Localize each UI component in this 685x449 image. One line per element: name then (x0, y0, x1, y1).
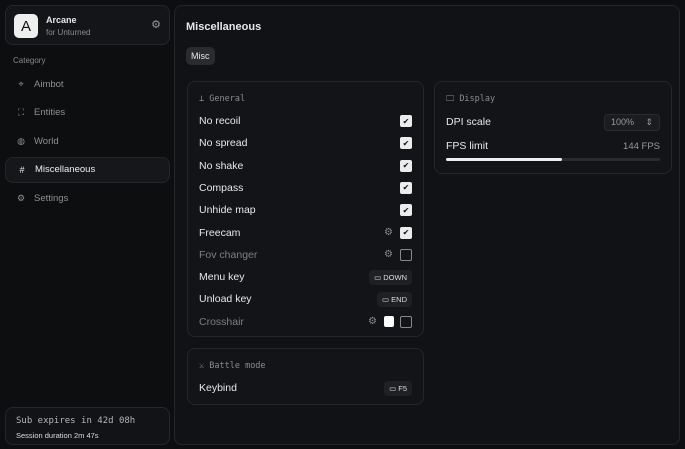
crosshair-row: Crosshair ⚙ (199, 313, 412, 331)
compass-row: Compass ✔ (199, 179, 412, 197)
no-shake-label: No shake (199, 159, 244, 172)
unhide-map-label: Unhide map (199, 204, 256, 217)
compass-checkbox[interactable]: ✔ (400, 181, 412, 194)
brand-card: A Arcane for Unturned ⚙ (5, 5, 170, 45)
sidebar-item-label: Settings (34, 192, 69, 204)
unload-key-button[interactable]: ▭ END (376, 291, 412, 307)
compass-label: Compass (199, 181, 244, 194)
sidebar-item-settings[interactable]: ⚙ Settings (5, 185, 170, 211)
no-recoil-label: No recoil (199, 115, 241, 127)
keybind-row: Keybind ▭ F5 (199, 379, 412, 397)
session-duration: Session duration 2m 47s (16, 431, 99, 440)
no-spread-row: No spread ✔ (199, 134, 412, 152)
chevron-updown-icon: ⇕ (645, 116, 653, 127)
menu-key-label: Menu key (199, 271, 245, 284)
gear-icon[interactable]: ⚙ (384, 249, 393, 261)
general-header: ⊥ General (199, 94, 246, 104)
color-swatch[interactable] (384, 316, 394, 328)
battle-header: ⚔ Battle mode (199, 361, 266, 371)
globe-icon: ◍ (17, 135, 25, 146)
sub-expires: Sub expires in 42d 08h (16, 416, 136, 426)
category-label: Category (13, 56, 46, 65)
display-card: 🖵 Display DPI scale 100% ⇕ FPS limit 144 … (434, 81, 672, 174)
freecam-label: Freecam (199, 226, 241, 239)
app-logo: A (14, 14, 38, 38)
general-icon: ⊥ (199, 94, 210, 104)
keybind-label: Keybind (199, 382, 237, 394)
menu-key-row: Menu key ▭ DOWN (199, 268, 412, 286)
keybind-button[interactable]: ▭ F5 (384, 380, 412, 396)
no-shake-row: No shake ✔ (199, 157, 412, 175)
fov-changer-label: Fov changer (199, 248, 258, 261)
unload-key-label: Unload key (199, 293, 252, 306)
sidebar-item-world[interactable]: ◍ World (5, 128, 170, 154)
sidebar-item-label: Entities (34, 107, 66, 118)
page-title: Miscellaneous (186, 21, 262, 33)
no-recoil-row: No recoil ✔ (199, 112, 412, 130)
unhide-map-checkbox[interactable]: ✔ (400, 204, 412, 217)
tab-misc[interactable]: Misc (186, 47, 215, 65)
no-shake-checkbox[interactable]: ✔ (400, 159, 412, 172)
sidebar-item-label: Miscellaneous (35, 164, 96, 175)
main-panel: Miscellaneous Misc ⊥ General No recoil ✔ N… (174, 5, 680, 445)
sidebar-item-entities[interactable]: ⛶ Entities (5, 100, 170, 126)
sidebar-item-label: Aimbot (34, 78, 64, 90)
app-title: Arcane (46, 15, 77, 25)
no-spread-label: No spread (199, 137, 248, 150)
no-recoil-checkbox[interactable]: ✔ (400, 115, 412, 127)
crosshair-icon: ⌖ (18, 78, 24, 89)
fov-changer-checkbox[interactable] (400, 248, 412, 261)
gear-icon[interactable]: ⚙ (384, 227, 393, 238)
sidebar-item-label: World (34, 135, 59, 147)
battle-icon: ⚔ (199, 361, 210, 371)
menu-key-button[interactable]: ▭ DOWN (369, 269, 412, 285)
fps-label: FPS limit (446, 140, 488, 152)
settings-gear-icon[interactable]: ⚙ (151, 19, 161, 31)
grid-icon: # (19, 164, 25, 175)
display-header: 🖵 Display (446, 94, 496, 104)
fps-row: FPS limit 144 FPS (446, 137, 660, 155)
gear-icon: ⚙ (16, 192, 26, 203)
subscription-card: Sub expires in 42d 08h Session duration … (5, 407, 170, 445)
gear-icon[interactable]: ⚙ (368, 316, 377, 328)
dpi-label: DPI scale (446, 116, 491, 128)
scan-icon: ⛶ (17, 107, 25, 117)
fps-slider-fill (446, 158, 562, 161)
sidebar-item-aimbot[interactable]: ⌖ Aimbot (5, 71, 170, 97)
unload-key-row: Unload key ▭ END (199, 290, 412, 308)
no-spread-checkbox[interactable]: ✔ (400, 137, 412, 150)
fov-changer-row: Fov changer ⚙ (199, 246, 412, 264)
battle-mode-card: ⚔ Battle mode Keybind ▭ F5 (187, 348, 424, 405)
monitor-icon: 🖵 (446, 94, 460, 104)
freecam-checkbox[interactable]: ✔ (400, 226, 412, 239)
freecam-row: Freecam ⚙ ✔ (199, 224, 412, 242)
fps-value: 144 FPS (623, 140, 660, 152)
app-subtitle: for Unturned (46, 28, 91, 37)
dpi-select[interactable]: 100% ⇕ (604, 113, 660, 131)
fps-slider[interactable] (446, 158, 660, 161)
sidebar-item-miscellaneous[interactable]: # Miscellaneous (5, 156, 170, 183)
dpi-row: DPI scale 100% ⇕ (446, 113, 660, 131)
general-card: ⊥ General No recoil ✔ No spread ✔ No shake ✔ C… (187, 81, 424, 337)
crosshair-label: Crosshair (199, 315, 244, 328)
crosshair-checkbox[interactable] (400, 315, 412, 328)
unhide-map-row: Unhide map ✔ (199, 201, 412, 219)
